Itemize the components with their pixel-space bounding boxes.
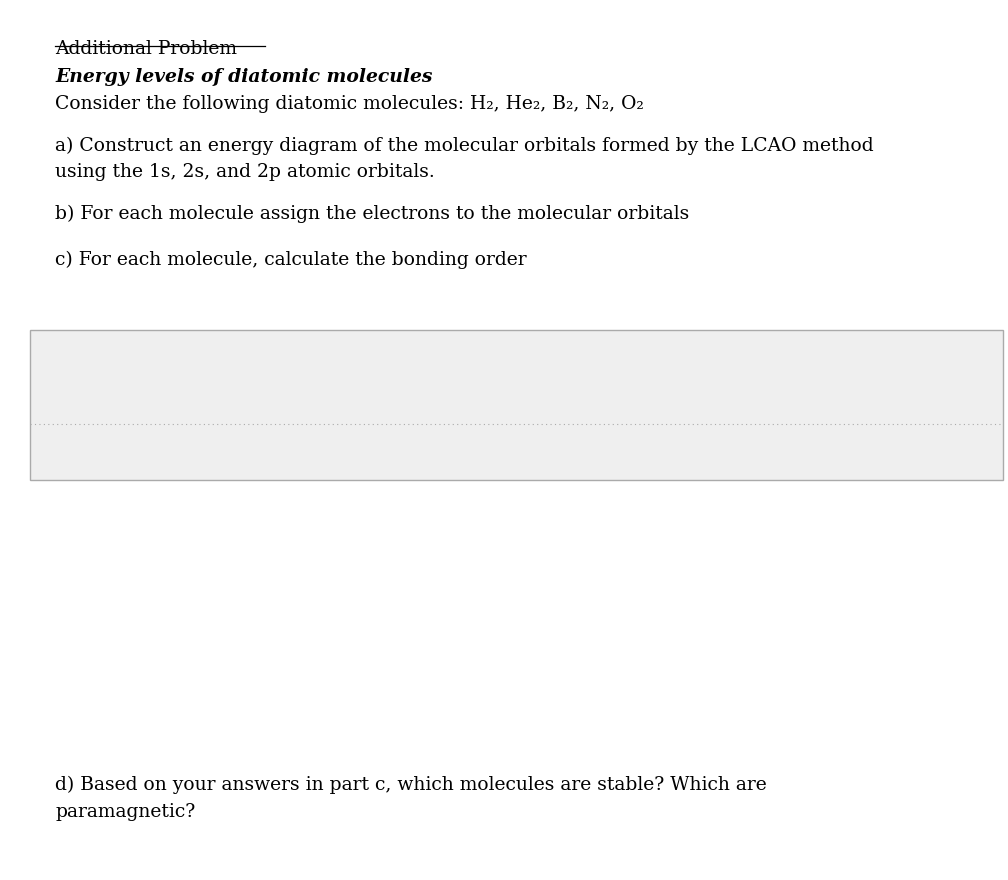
Text: Consider the following diatomic molecules: H₂, He₂, B₂, N₂, O₂: Consider the following diatomic molecule… [55,95,644,113]
Text: b) For each molecule assign the electrons to the molecular orbitals: b) For each molecule assign the electron… [55,205,689,224]
Text: Energy levels of diatomic molecules: Energy levels of diatomic molecules [55,68,432,85]
Text: Additional Problem: Additional Problem [55,40,238,57]
Text: using the 1s, 2s, and 2p atomic orbitals.: using the 1s, 2s, and 2p atomic orbitals… [55,163,435,180]
Text: d) Based on your answers in part c, which molecules are stable? Which are: d) Based on your answers in part c, whic… [55,776,767,795]
Text: c) For each molecule, calculate the bonding order: c) For each molecule, calculate the bond… [55,251,527,269]
Text: a) Construct an energy diagram of the molecular orbitals formed by the LCAO meth: a) Construct an energy diagram of the mo… [55,136,874,155]
Text: paramagnetic?: paramagnetic? [55,803,196,820]
Bar [30,330,1003,480]
